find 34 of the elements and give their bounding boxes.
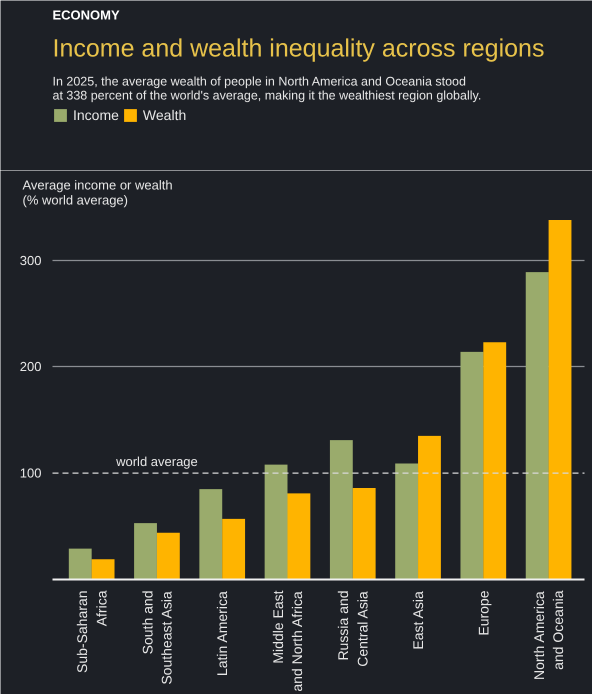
bar <box>526 272 549 580</box>
bar <box>134 523 157 580</box>
x-tick-label: Russia and Central Asia <box>335 590 370 667</box>
bar <box>460 352 484 580</box>
bar <box>264 464 288 580</box>
x-tick-label: Middle East and North Africa <box>270 590 306 692</box>
bar <box>287 493 310 580</box>
bar <box>199 489 222 580</box>
chart-title: Income and wealth inequality across regions <box>52 34 544 62</box>
x-tick-label: South and Southeast Asia <box>139 590 175 685</box>
text: ECONOMY <box>52 8 120 22</box>
bar <box>92 559 115 580</box>
bar <box>418 436 441 580</box>
bar <box>222 518 246 580</box>
bar <box>395 464 418 580</box>
y-tick-label: 300 <box>20 252 42 268</box>
bar <box>483 342 506 580</box>
x-tick-label: East Asia <box>410 591 426 650</box>
x-tick-label: Europe <box>475 590 492 636</box>
x-tick-label: Sub-Saharan Africa <box>74 590 110 674</box>
y-tick-label: 100 <box>20 466 42 481</box>
bar <box>330 440 353 580</box>
chart-subtitle: In 2025, the average wealth of people in North America and Oceania stood at 338 percent of the world's average, making it the wealthiest region globally. <box>52 74 482 102</box>
bar <box>548 220 572 580</box>
ref-line-label: world average <box>115 454 198 470</box>
bar <box>352 488 376 580</box>
bar <box>156 532 180 580</box>
x-tick-label: North America and Oceania <box>531 590 566 680</box>
legend-label: Income <box>73 107 119 123</box>
y-tick-label: 200 <box>20 359 42 374</box>
legend-label: Wealth <box>142 107 186 123</box>
bar <box>68 548 92 580</box>
y-axis-title: Average income or wealth (% world average) <box>22 178 173 208</box>
x-tick-label: Latin America <box>214 591 230 676</box>
